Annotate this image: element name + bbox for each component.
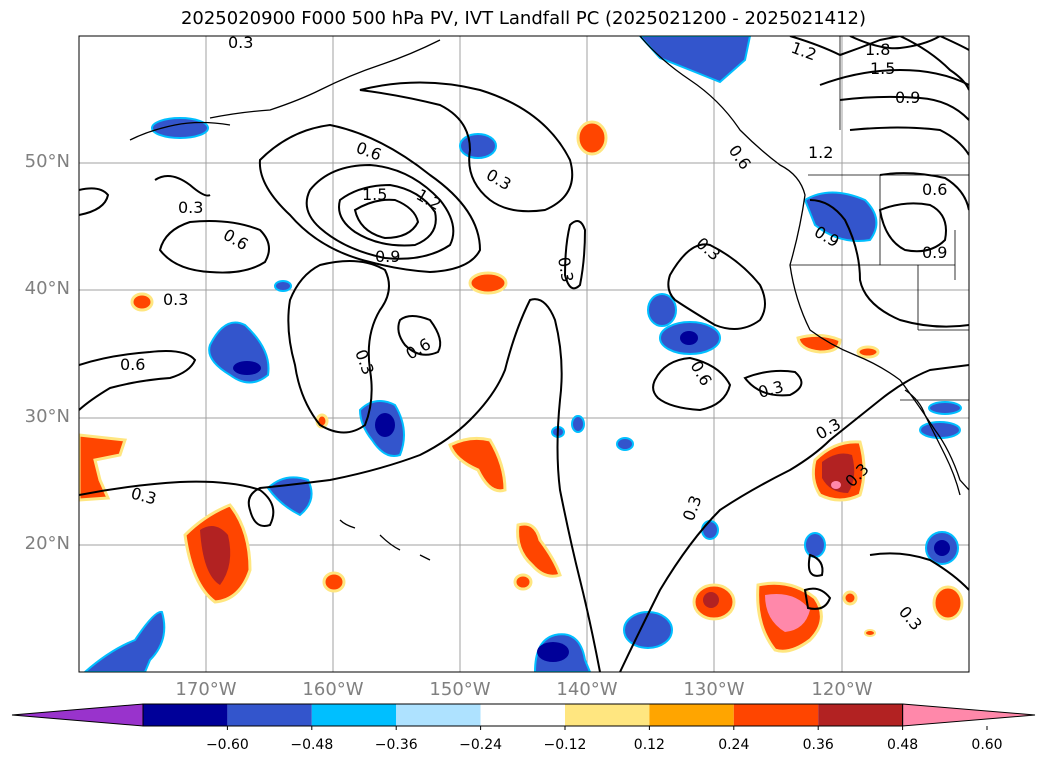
colorbar-segment	[143, 704, 228, 726]
colorbar-tick-label: −0.24	[459, 737, 503, 753]
lon-label-140w: 140°W	[556, 679, 618, 700]
positive-anomaly-shading	[79, 120, 964, 653]
contour-label: 0.6	[922, 180, 947, 199]
political-borders	[790, 36, 969, 401]
contour-label: 0.3	[163, 290, 188, 309]
lat-label-40n: 40°N	[24, 278, 70, 299]
contour-label: 0.3	[178, 198, 203, 217]
lat-label-50n: 50°N	[24, 151, 70, 172]
contour-label: 0.9	[895, 88, 920, 107]
pv-contours	[79, 36, 969, 672]
contour-label: 1.5	[870, 59, 895, 78]
lat-label-30n: 30°N	[24, 406, 70, 427]
colorbar-extend-max	[902, 703, 1036, 727]
map-title: 2025020900 F000 500 hPa PV, IVT Landfall…	[180, 8, 867, 29]
colorbar-segment	[565, 704, 650, 726]
colorbar-segment	[733, 704, 819, 726]
colorbar-segment	[311, 704, 397, 726]
colorbar-tick-label: −0.36	[374, 737, 418, 753]
colorbar-frame	[142, 703, 904, 727]
lat-label-20n: 20°N	[24, 533, 70, 554]
lon-label-160w: 160°W	[302, 679, 364, 700]
colorbar-tick-label: −0.12	[543, 737, 587, 753]
negative-anomaly-shading	[83, 36, 962, 672]
colorbar-segments	[11, 703, 1036, 730]
contour-label: 1.2	[808, 143, 833, 162]
colorbar-extend-min	[11, 703, 144, 727]
colorbar-segment	[649, 704, 734, 726]
contour-label: 1.5	[362, 185, 387, 204]
colorbar-tick-label: 0.60	[971, 737, 1003, 753]
colorbar-tick-label: 0.36	[802, 737, 834, 753]
lon-label-130w: 130°W	[683, 679, 745, 700]
lon-label-150w: 150°W	[429, 679, 491, 700]
contour-label: 0.3	[228, 33, 253, 52]
map-frame	[78, 35, 970, 673]
colorbar-tick-label: −0.60	[205, 737, 249, 753]
lon-label-120w: 120°W	[811, 679, 873, 700]
colorbar-segment	[396, 704, 481, 726]
colorbar-tick-label: 0.12	[633, 737, 665, 753]
colorbar-segment	[480, 704, 565, 726]
contour-label: 0.9	[375, 247, 400, 266]
contour-label: 0.6	[120, 355, 145, 374]
colorbar-tick-label: −0.48	[290, 737, 334, 753]
contour-label: 1.8	[865, 40, 890, 59]
colorbar-segment	[227, 704, 312, 726]
colorbar-tick-label: 0.24	[718, 737, 750, 753]
contour-label: 0.3	[554, 255, 577, 283]
colorbar-tick-label: 0.48	[887, 737, 919, 753]
lon-label-170w: 170°W	[175, 679, 237, 700]
contour-label: 0.9	[922, 243, 947, 262]
colorbar-segment	[818, 704, 903, 726]
